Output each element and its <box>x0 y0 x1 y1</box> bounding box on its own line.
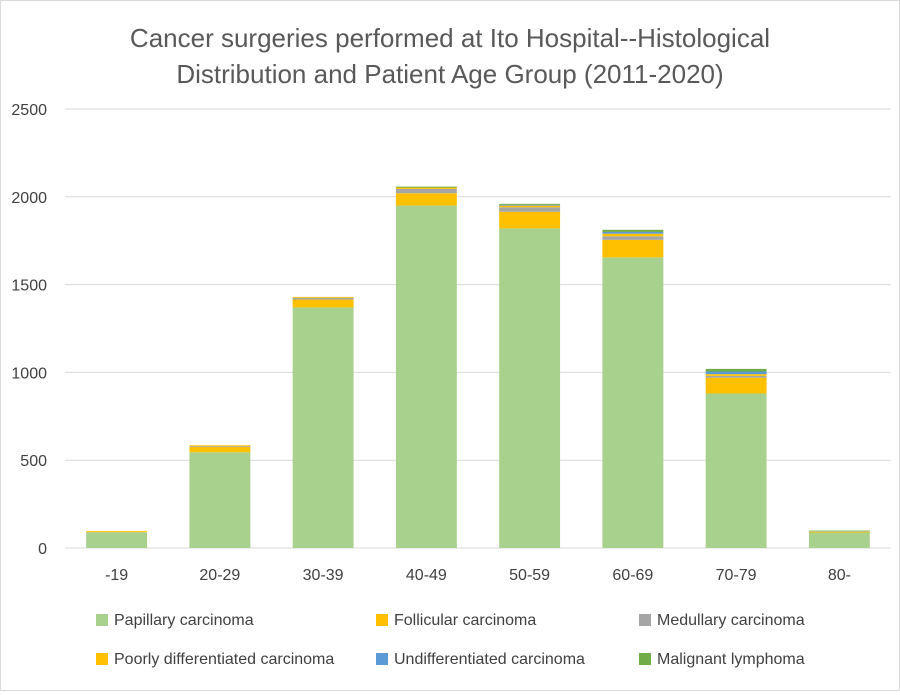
x-tick-label: 50-59 <box>509 567 550 584</box>
bar-segment-40-49-s1 <box>396 193 457 205</box>
y-tick-label: 2500 <box>11 102 47 119</box>
legend-swatch <box>376 653 388 665</box>
x-tick-label: 20-29 <box>199 567 240 584</box>
bar-segment-60-69-s2 <box>602 236 663 240</box>
bar-segment-20-29-s1 <box>189 447 250 452</box>
legend: Papillary carcinoma Follicular carcinoma M… <box>96 612 805 668</box>
chart-title-line-1: Cancer surgeries performed at Ito Hospit… <box>130 23 770 53</box>
legend-label: Follicular carcinoma <box>394 612 536 629</box>
legend-label: Papillary carcinoma <box>114 612 254 629</box>
legend-swatch <box>96 614 108 626</box>
bar-segment-50-59-s1 <box>499 212 560 229</box>
bar-segment-50-59-s5 <box>499 204 560 205</box>
bar-segment-20-29-s2 <box>189 446 250 447</box>
x-tick-label: -19 <box>105 567 128 584</box>
legend-label: Undifferentiated carcinoma <box>394 651 585 668</box>
legend-swatch <box>639 653 651 665</box>
bar-segment-70-79-s3 <box>706 374 767 376</box>
x-tick-label: 80- <box>828 567 851 584</box>
bar-segment-60-69-s4 <box>602 232 663 234</box>
x-axis-tick-labels: -19 20-29 30-39 40-49 50-59 60-69 70-79 80- <box>105 567 851 584</box>
bar-segment-80--s5 <box>809 531 870 532</box>
bar-segment-40-49-s2 <box>396 189 457 193</box>
legend-label: Poorly differentiated carcinoma <box>114 651 334 668</box>
x-tick-label: 70-79 <box>716 567 757 584</box>
bar-segment-20-29-s0 <box>189 452 250 548</box>
bar-segment-30-39-s2 <box>293 298 354 300</box>
y-tick-label: 2000 <box>11 190 47 207</box>
bar-segment-40-49-s0 <box>396 206 457 548</box>
bar-segment--19-s1 <box>86 531 147 532</box>
x-tick-label: 40-49 <box>406 567 447 584</box>
gridlines <box>65 109 891 548</box>
bar-segment-70-79-s0 <box>706 393 767 548</box>
x-tick-label: 60-69 <box>612 567 653 584</box>
bar-segment-30-39-s0 <box>293 307 354 548</box>
y-axis-tick-labels: 0 500 1000 1500 2000 2500 <box>11 102 47 558</box>
legend-label: Medullary carcinoma <box>657 612 805 629</box>
bar-segment-70-79-s2 <box>706 376 767 378</box>
bar-segment-60-69-s3 <box>602 234 663 237</box>
x-tick-label: 30-39 <box>303 567 344 584</box>
bar-segment--19-s0 <box>86 532 147 548</box>
bar-segment-80--s1 <box>809 532 870 533</box>
bar-segment-60-69-s1 <box>602 240 663 258</box>
bar-segment-60-69-s0 <box>602 257 663 548</box>
y-tick-label: 500 <box>20 453 47 470</box>
bar-segment-60-69-s5 <box>602 230 663 232</box>
y-tick-label: 1500 <box>11 278 47 295</box>
y-tick-label: 1000 <box>11 365 47 382</box>
bar-segment-80--s0 <box>809 533 870 548</box>
legend-swatch <box>96 653 108 665</box>
chart-title-line-2: Distribution and Patient Age Group (2011… <box>176 59 723 89</box>
bar-segment-70-79-s1 <box>706 378 767 394</box>
bar-segment-50-59-s2 <box>499 207 560 211</box>
legend-label: Malignant lymphoma <box>657 651 805 668</box>
bar-segment-40-49-s3 <box>396 187 457 188</box>
bar-segment-50-59-s0 <box>499 228 560 548</box>
bar-segment-30-39-s3 <box>293 297 354 298</box>
legend-swatch <box>639 614 651 626</box>
bar-segment-50-59-s3 <box>499 206 560 208</box>
bars <box>86 187 870 548</box>
legend-swatch <box>376 614 388 626</box>
bar-segment-40-49-s5 <box>396 187 457 188</box>
bar-segment-30-39-s1 <box>293 300 354 308</box>
y-tick-label: 0 <box>38 541 47 558</box>
bar-segment-70-79-s5 <box>706 369 767 372</box>
bar-segment-70-79-s4 <box>706 372 767 375</box>
bar-segment-20-29-s3 <box>189 445 250 446</box>
bar-segment-50-59-s4 <box>499 205 560 206</box>
